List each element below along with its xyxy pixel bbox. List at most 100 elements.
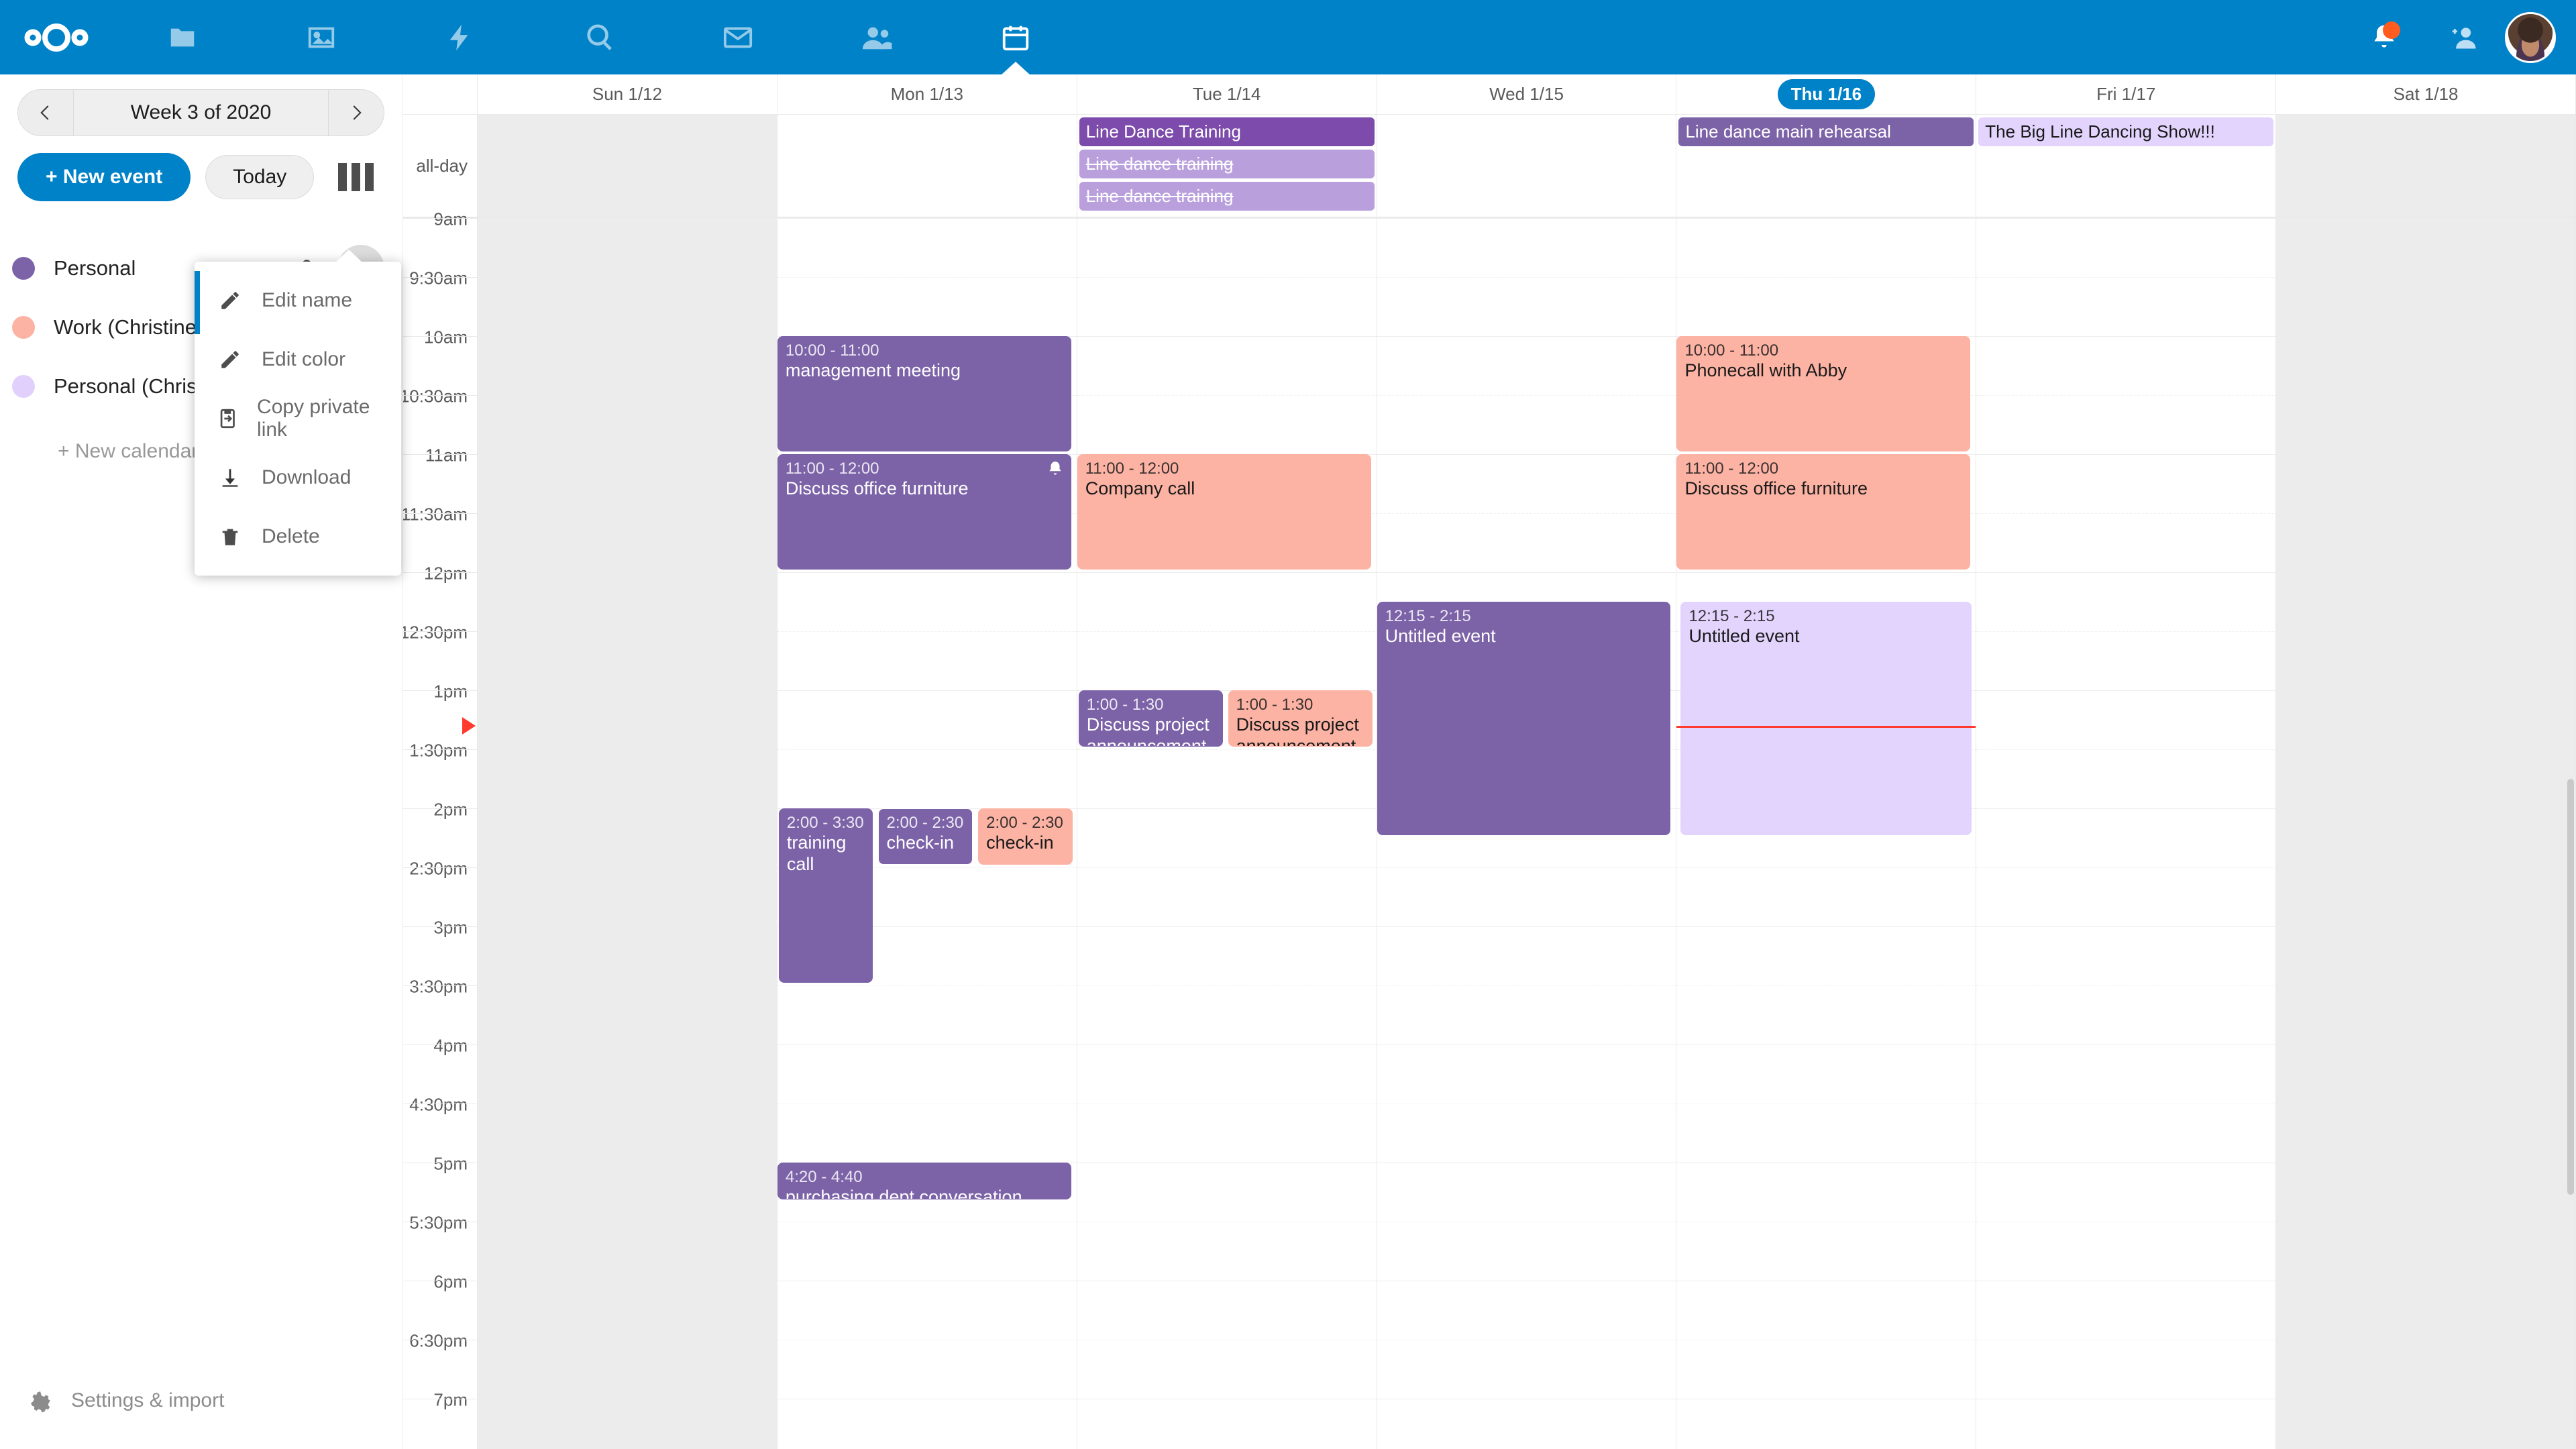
day-header-2[interactable]: Tue 1/14 (1077, 74, 1377, 114)
calendar-event[interactable]: 11:00 - 12:00 Discuss office furniture (1676, 454, 1971, 570)
grid-line (1077, 926, 1377, 927)
all-day-cell-4[interactable]: Line dance main rehearsal (1676, 115, 1977, 217)
all-day-event[interactable]: The Big Line Dancing Show!!! (1978, 117, 2274, 146)
today-button[interactable]: Today (205, 155, 315, 199)
menu-item-edit-color[interactable]: Edit color (195, 330, 401, 389)
contacts-menu-button[interactable] (2424, 0, 2505, 74)
grid-line (1976, 749, 2276, 750)
calendar-event[interactable]: 10:00 - 11:00 Phonecall with Abby (1676, 336, 1971, 451)
all-day-cell-5[interactable]: The Big Line Dancing Show!!! (1976, 115, 2277, 217)
nav-mail[interactable] (668, 0, 807, 74)
avatar[interactable] (2505, 11, 2556, 63)
menu-item-label: Copy private link (257, 396, 370, 441)
menu-item-download[interactable]: Download (195, 448, 401, 507)
calendar-event[interactable]: 2:00 - 2:30 check-in (878, 808, 973, 865)
calendar-event[interactable]: 12:15 - 2:15 Untitled event (1680, 602, 1972, 835)
day-header-6[interactable]: Sat 1/18 (2276, 74, 2576, 114)
all-day-event[interactable]: Line dance training (1079, 182, 1375, 211)
grid-line (1377, 395, 1676, 396)
menu-item-delete[interactable]: Delete (195, 507, 401, 566)
day-header-3[interactable]: Wed 1/15 (1377, 74, 1677, 114)
grid-line (1377, 926, 1676, 927)
trash-icon (216, 525, 244, 548)
menu-item-copy-private-link[interactable]: Copy private link (195, 389, 401, 448)
day-header-1[interactable]: Mon 1/13 (777, 74, 1077, 114)
all-day-row: all-day Line Dance Training Line dance tr… (403, 115, 2576, 218)
day-header-4[interactable]: Thu 1/16 (1676, 74, 1977, 114)
calendar-event[interactable]: 12:15 - 2:15 Untitled event (1377, 602, 1671, 835)
new-event-button[interactable]: + New event (17, 153, 191, 201)
grid-line (403, 749, 477, 750)
all-day-cell-1[interactable] (777, 115, 1077, 217)
calendar-event[interactable]: 4:20 - 4:40 purchasing dept conversation (777, 1163, 1071, 1199)
day-column-5[interactable] (1976, 218, 2277, 1449)
grid-line (478, 985, 777, 986)
current-time-arrow (462, 716, 476, 735)
week-range-label[interactable]: Week 3 of 2020 (73, 90, 329, 136)
prev-week-button[interactable] (18, 90, 73, 136)
grid-line (478, 395, 777, 396)
day-column-3[interactable]: 12:15 - 2:15 Untitled event (1377, 218, 1677, 1449)
calendar-event[interactable]: 1:00 - 1:30 Discuss project announcement (1078, 690, 1223, 747)
nav-contacts[interactable] (807, 0, 946, 74)
all-day-event[interactable]: Line dance main rehearsal (1678, 117, 1974, 146)
all-day-cell-2[interactable]: Line Dance Training Line dance training Li… (1077, 115, 1377, 217)
day-column-0[interactable] (478, 218, 777, 1449)
calendar-event[interactable]: 2:00 - 3:30 training call (778, 808, 873, 983)
nav-photos[interactable] (252, 0, 390, 74)
grid-line (777, 867, 1077, 868)
time-label-0: 9am (433, 209, 468, 229)
time-label-2: 10am (423, 327, 468, 347)
view-switcher-icon[interactable] (338, 163, 374, 191)
calendar-event[interactable]: 10:00 - 11:00 management meeting (777, 336, 1071, 451)
all-day-event[interactable]: Line dance training (1079, 150, 1375, 178)
grid-line (1676, 1044, 1976, 1045)
day-header-0[interactable]: Sun 1/12 (478, 74, 777, 114)
grid-line (2276, 926, 2576, 927)
next-week-button[interactable] (329, 90, 384, 136)
calendar-item-work[interactable]: Work (Christine S (0, 298, 402, 357)
grid-line (1976, 631, 2276, 632)
top-navigation-bar (0, 0, 2576, 74)
grid-line (403, 277, 477, 278)
day-column-1[interactable]: 10:00 - 11:00 management meeting 11:00 - 1… (777, 218, 1077, 1449)
time-gutter: 9am 9:30am 10am 10:30am 11am 11:30am 12pm 12:30… (403, 209, 478, 1449)
notifications-button[interactable] (2344, 0, 2424, 74)
nav-calendar[interactable] (946, 0, 1085, 74)
menu-item-edit-name[interactable]: Edit name (195, 271, 401, 330)
calendar-event[interactable]: 11:00 - 12:00 Discuss office furniture (777, 454, 1071, 570)
calendar-item-personal-shared[interactable]: Personal (Christi (0, 357, 402, 416)
calendar-event[interactable]: 11:00 - 12:00 Company call (1077, 454, 1371, 570)
all-day-label: all-day (403, 115, 478, 217)
event-time: 11:00 - 12:00 (785, 460, 879, 478)
day-column-6[interactable] (2276, 218, 2576, 1449)
grid-line (2276, 572, 2576, 573)
calendar-event[interactable]: 1:00 - 1:30 Discuss project announcement (1228, 690, 1373, 747)
calendar-event[interactable]: 2:00 - 2:30 check-in (978, 808, 1073, 865)
time-label-4: 11am (425, 445, 468, 466)
day-header-5[interactable]: Fri 1/17 (1976, 74, 2277, 114)
calendar-color-dot[interactable] (12, 257, 35, 280)
day-column-4[interactable]: 12:15 - 2:15 Untitled event 10:00 - 11:00 P… (1676, 218, 1977, 1449)
calendar-color-dot[interactable] (12, 316, 35, 339)
sidebar-top-controls: Week 3 of 2020 + New event Today (0, 74, 402, 201)
event-title: Discuss office furniture (1684, 478, 1868, 499)
grid-line (2276, 631, 2576, 632)
nextcloud-logo[interactable] (0, 22, 113, 53)
new-calendar-button[interactable]: + New calendar (58, 440, 199, 462)
nav-activity[interactable] (390, 0, 529, 74)
settings-and-import-button[interactable]: Settings & import (0, 1387, 402, 1414)
vertical-scrollbar[interactable] (2567, 779, 2574, 1195)
all-day-cell-0[interactable] (478, 115, 777, 217)
grid-line (2276, 395, 2576, 396)
event-title: Untitled event (1385, 626, 1496, 647)
all-day-cell-3[interactable] (1377, 115, 1677, 217)
all-day-event[interactable]: Line Dance Training (1079, 117, 1375, 146)
nav-files[interactable] (113, 0, 252, 74)
grid-line (777, 985, 1077, 986)
nav-search[interactable] (529, 0, 668, 74)
day-column-2[interactable]: 11:00 - 12:00 Company call 1:00 - 1:30 Disc… (1077, 218, 1377, 1449)
all-day-cell-6[interactable] (2276, 115, 2576, 217)
calendar-color-dot[interactable] (12, 375, 35, 398)
grid-line (1976, 1044, 2276, 1045)
